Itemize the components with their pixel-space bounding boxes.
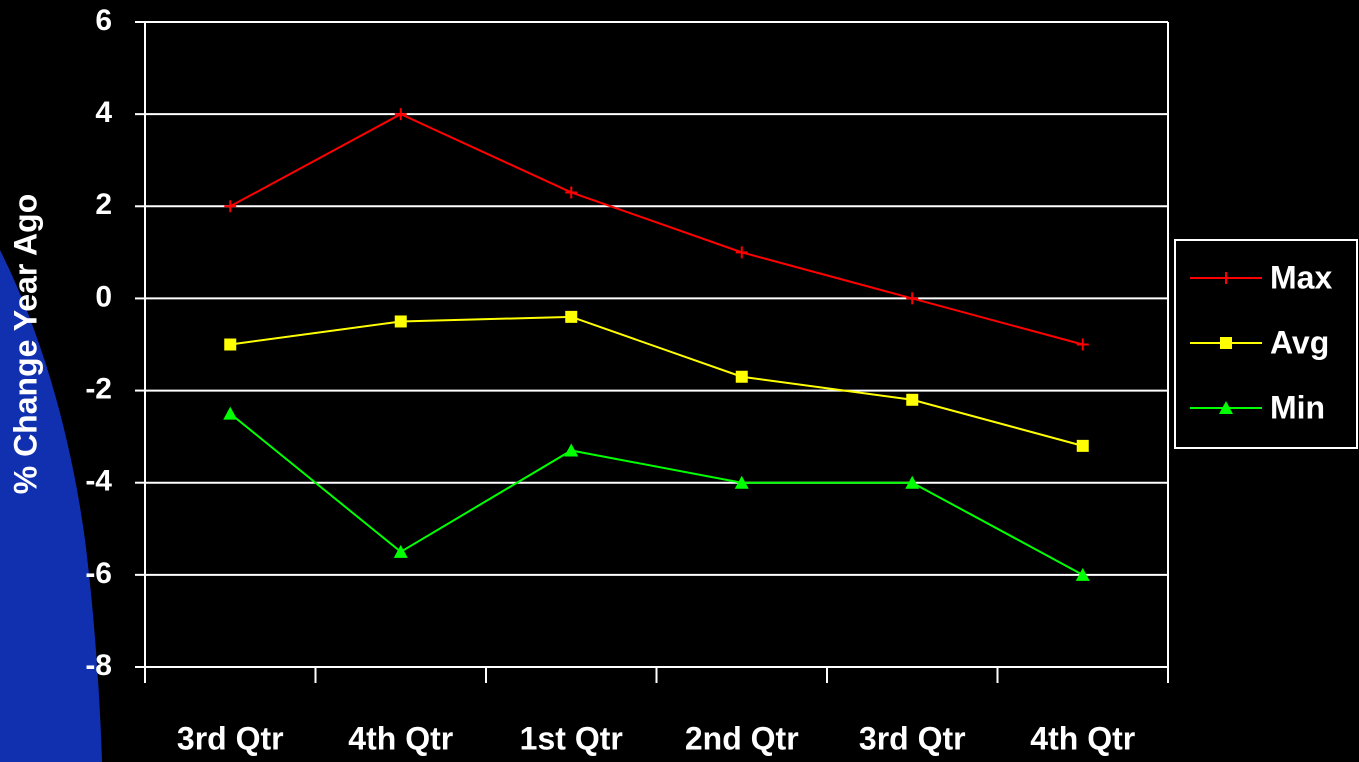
x-tick-label: 1st Qtr [520, 720, 623, 756]
series-line [230, 315, 1084, 447]
data-point [735, 246, 748, 259]
data-point [1076, 439, 1089, 452]
data-point [735, 370, 748, 383]
data-point [565, 186, 578, 199]
x-tick-label: 3rd Qtr [177, 720, 284, 756]
y-tick-label: -8 [85, 649, 112, 682]
data-point [906, 393, 919, 406]
y-axis-title: % Change Year Ago [7, 194, 43, 495]
series-line [229, 113, 1084, 346]
y-tick-label: 4 [95, 96, 112, 129]
data-point [224, 200, 237, 213]
data-point [565, 310, 578, 323]
y-tick-label: 0 [95, 280, 112, 313]
legend-marker [1219, 401, 1233, 414]
y-tick-label: -2 [85, 372, 112, 405]
x-tick-label: 4th Qtr [1030, 720, 1135, 756]
data-point [224, 338, 237, 351]
y-tick-label: -4 [85, 465, 112, 498]
data-point [1075, 567, 1090, 581]
y-tick-label: -6 [85, 557, 112, 590]
legend-label: Avg [1270, 324, 1329, 360]
x-tick-label: 4th Qtr [348, 720, 453, 756]
data-point [906, 292, 919, 305]
legend-label: Min [1270, 389, 1325, 425]
data-point [223, 406, 238, 420]
data-point [564, 443, 579, 457]
x-tick-label: 2nd Qtr [685, 720, 799, 756]
data-point [1076, 338, 1089, 351]
data-point [734, 475, 749, 489]
y-tick-label: 6 [95, 4, 112, 37]
legend-label: Max [1270, 259, 1332, 295]
legend-marker [1220, 272, 1232, 284]
series-line [229, 412, 1084, 576]
legend-marker [1220, 337, 1232, 349]
decor-swoosh [0, 250, 102, 762]
data-point [905, 475, 920, 489]
x-tick-label: 3rd Qtr [859, 720, 966, 756]
y-tick-label: 2 [95, 188, 112, 221]
data-point [393, 544, 408, 558]
data-point [394, 108, 407, 121]
data-point [394, 315, 407, 328]
